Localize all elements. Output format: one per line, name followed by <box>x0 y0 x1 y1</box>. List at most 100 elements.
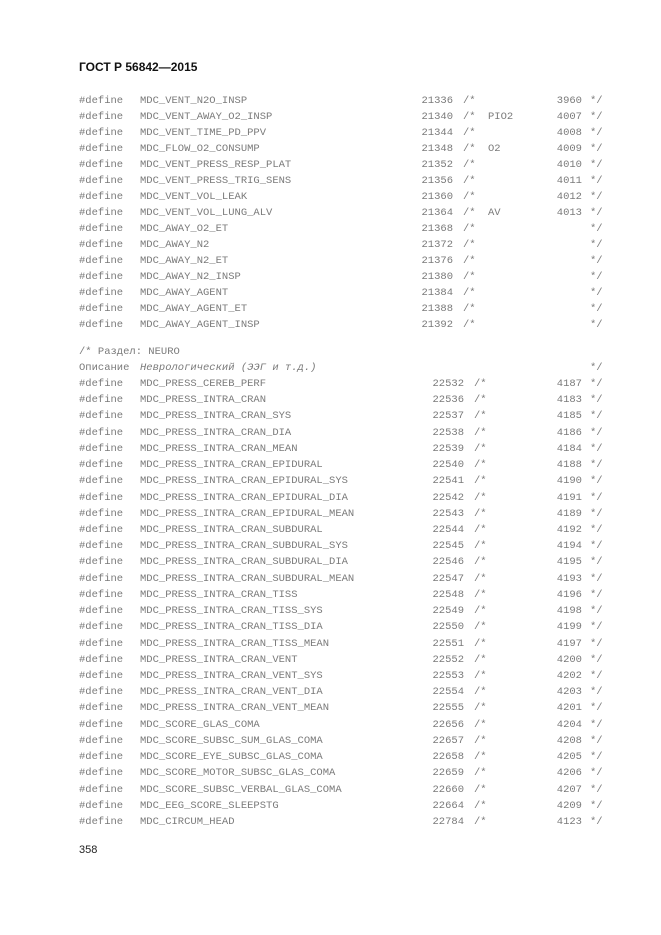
macro-name: MDC_PRESS_INTRA_CRAN_SUBDURAL_SYS <box>140 540 348 553</box>
macro-name: MDC_PRESS_INTRA_CRAN_VENT_SYS <box>140 669 323 682</box>
macro-name: MDC_VENT_VOL_LEAK <box>140 191 248 203</box>
define-row: #define MDC_AWAY_AGENT_INSP 21392 /* */ <box>0 318 661 332</box>
macro-code: 21372 <box>421 239 453 251</box>
macro-name: MDC_PRESS_INTRA_CRAN_DIA <box>140 426 292 439</box>
macro-name: MDC_PRESS_INTRA_CRAN_VENT <box>140 653 298 666</box>
comment-open: /* <box>474 378 487 390</box>
comment-value: 4202 <box>556 669 582 682</box>
comment-value: 4184 <box>556 442 582 455</box>
macro-name: MDC_AWAY_N2 <box>140 239 210 251</box>
comment-close: */ <box>590 207 603 219</box>
comment-value: 4199 <box>556 621 582 634</box>
comment-open: /* <box>474 734 487 747</box>
define-row: #define MDC_AWAY_N2_ET 21376 /* */ <box>0 254 661 268</box>
define-row: #define MDC_PRESS_INTRA_CRAN_TISS_MEAN 225… <box>0 637 661 651</box>
comment-value: 4012 <box>556 191 582 203</box>
define-row: #define MDC_CIRCUM_HEAD 22784 /* 4123 */ <box>0 815 661 829</box>
description-text: Неврологический (ЭЭГ и т.д.) <box>140 362 317 374</box>
comment-open: /* <box>474 491 487 504</box>
comment-close: */ <box>590 271 603 283</box>
macro-code: 22550 <box>432 621 464 634</box>
comment-value: 4189 <box>556 507 582 520</box>
comment-open: /* <box>463 191 476 203</box>
comment-value: 4197 <box>556 637 582 650</box>
comment-value: 4123 <box>556 815 582 828</box>
comment-value: 4209 <box>556 799 582 812</box>
define-row: #define MDC_PRESS_INTRA_CRAN_SUBDURAL_DIA… <box>0 555 661 569</box>
define-keyword: #define <box>79 572 124 585</box>
comment-close: */ <box>590 239 603 251</box>
define-keyword: #define <box>79 653 124 666</box>
define-row: #define MDC_PRESS_INTRA_CRAN_DIA 22538 /* 41… <box>0 426 661 440</box>
comment-close: */ <box>590 767 603 780</box>
macro-name: MDC_AWAY_AGENT_INSP <box>140 319 260 331</box>
macro-code: 22659 <box>432 767 464 780</box>
macro-name: MDC_AWAY_N2_INSP <box>140 271 241 283</box>
comment-close: */ <box>590 669 603 682</box>
comment-value: 4008 <box>556 127 582 139</box>
macro-name: MDC_VENT_VOL_LUNG_ALV <box>140 207 273 219</box>
define-keyword: #define <box>79 491 124 504</box>
comment-value: 4185 <box>556 410 582 423</box>
macro-name: MDC_AWAY_O2_ET <box>140 223 229 235</box>
comment-value: 4191 <box>556 491 582 504</box>
macro-name: MDC_VENT_TIME_PD_PPV <box>140 127 267 139</box>
comment-close: */ <box>590 95 603 107</box>
define-keyword: #define <box>79 523 124 536</box>
comment-value: 4204 <box>556 718 582 731</box>
macro-name: MDC_AWAY_AGENT_ET <box>140 303 248 315</box>
define-keyword: #define <box>79 394 124 407</box>
define-keyword: #define <box>79 459 124 472</box>
define-row: #define MDC_VENT_VOL_LUNG_ALV 21364 /* AV 401… <box>0 206 661 220</box>
define-keyword: #define <box>79 605 124 618</box>
macro-code: 22546 <box>432 556 464 569</box>
define-keyword: #define <box>79 751 124 764</box>
comment-open: /* <box>474 767 487 780</box>
define-row: #define MDC_VENT_PRESS_TRIG_SENS 21356 /* 40… <box>0 174 661 188</box>
comment-close: */ <box>590 686 603 699</box>
comment-value: 4193 <box>556 572 582 585</box>
macro-code: 22532 <box>432 378 464 390</box>
comment-open: /* <box>474 686 487 699</box>
macro-name: MDC_PRESS_INTRA_CRAN <box>140 394 267 407</box>
define-row: #define MDC_SCORE_MOTOR_SUBSC_GLAS_COMA 22… <box>0 766 661 780</box>
define-keyword: #define <box>79 556 124 569</box>
define-keyword: #define <box>79 159 124 171</box>
define-row: #define MDC_PRESS_INTRA_CRAN_VENT_SYS 2255… <box>0 669 661 683</box>
define-row: #define MDC_PRESS_INTRA_CRAN_VENT 22552 /* 4… <box>0 653 661 667</box>
define-keyword: #define <box>79 378 124 390</box>
macro-code: 22657 <box>432 734 464 747</box>
define-keyword: #define <box>79 191 124 203</box>
define-keyword: #define <box>79 319 124 331</box>
comment-note: O2 <box>488 143 501 155</box>
macro-name: MDC_VENT_N2O_INSP <box>140 95 248 107</box>
macro-code: 22552 <box>432 653 464 666</box>
define-keyword: #define <box>79 143 124 155</box>
define-keyword: #define <box>79 718 124 731</box>
comment-close: */ <box>590 442 603 455</box>
comment-value: 4009 <box>556 143 582 155</box>
comment-open: /* <box>463 95 476 107</box>
macro-code: 21360 <box>421 191 453 203</box>
macro-name: MDC_PRESS_CEREB_PERF <box>140 378 267 390</box>
comment-open: /* <box>474 556 487 569</box>
comment-open: /* <box>474 410 487 423</box>
macro-name: MDC_PRESS_INTRA_CRAN_SYS <box>140 410 292 423</box>
define-row: #define MDC_AWAY_O2_ET 21368 /* */ <box>0 222 661 236</box>
comment-close: */ <box>590 751 603 764</box>
macro-name: MDC_PRESS_INTRA_CRAN_VENT_MEAN <box>140 702 330 715</box>
comment-open: /* <box>474 653 487 666</box>
define-row: #define MDC_AWAY_N2_INSP 21380 /* */ <box>0 270 661 284</box>
define-row: #define MDC_SCORE_SUBSC_SUM_GLAS_COMA 2265… <box>0 734 661 748</box>
comment-value: 4010 <box>556 159 582 171</box>
define-keyword: #define <box>79 271 124 283</box>
macro-name: MDC_SCORE_MOTOR_SUBSC_GLAS_COMA <box>140 767 336 780</box>
define-row: #define MDC_PRESS_INTRA_CRAN_EPIDURAL_DIA… <box>0 491 661 505</box>
macro-code: 22541 <box>432 475 464 488</box>
comment-open: /* <box>474 475 487 488</box>
comment-close: */ <box>590 540 603 553</box>
page-number: 358 <box>79 844 98 856</box>
comment-value: 4013 <box>556 207 582 219</box>
define-row: #define MDC_PRESS_INTRA_CRAN_SUBDURAL 2254… <box>0 523 661 537</box>
comment-open: /* <box>474 751 487 764</box>
